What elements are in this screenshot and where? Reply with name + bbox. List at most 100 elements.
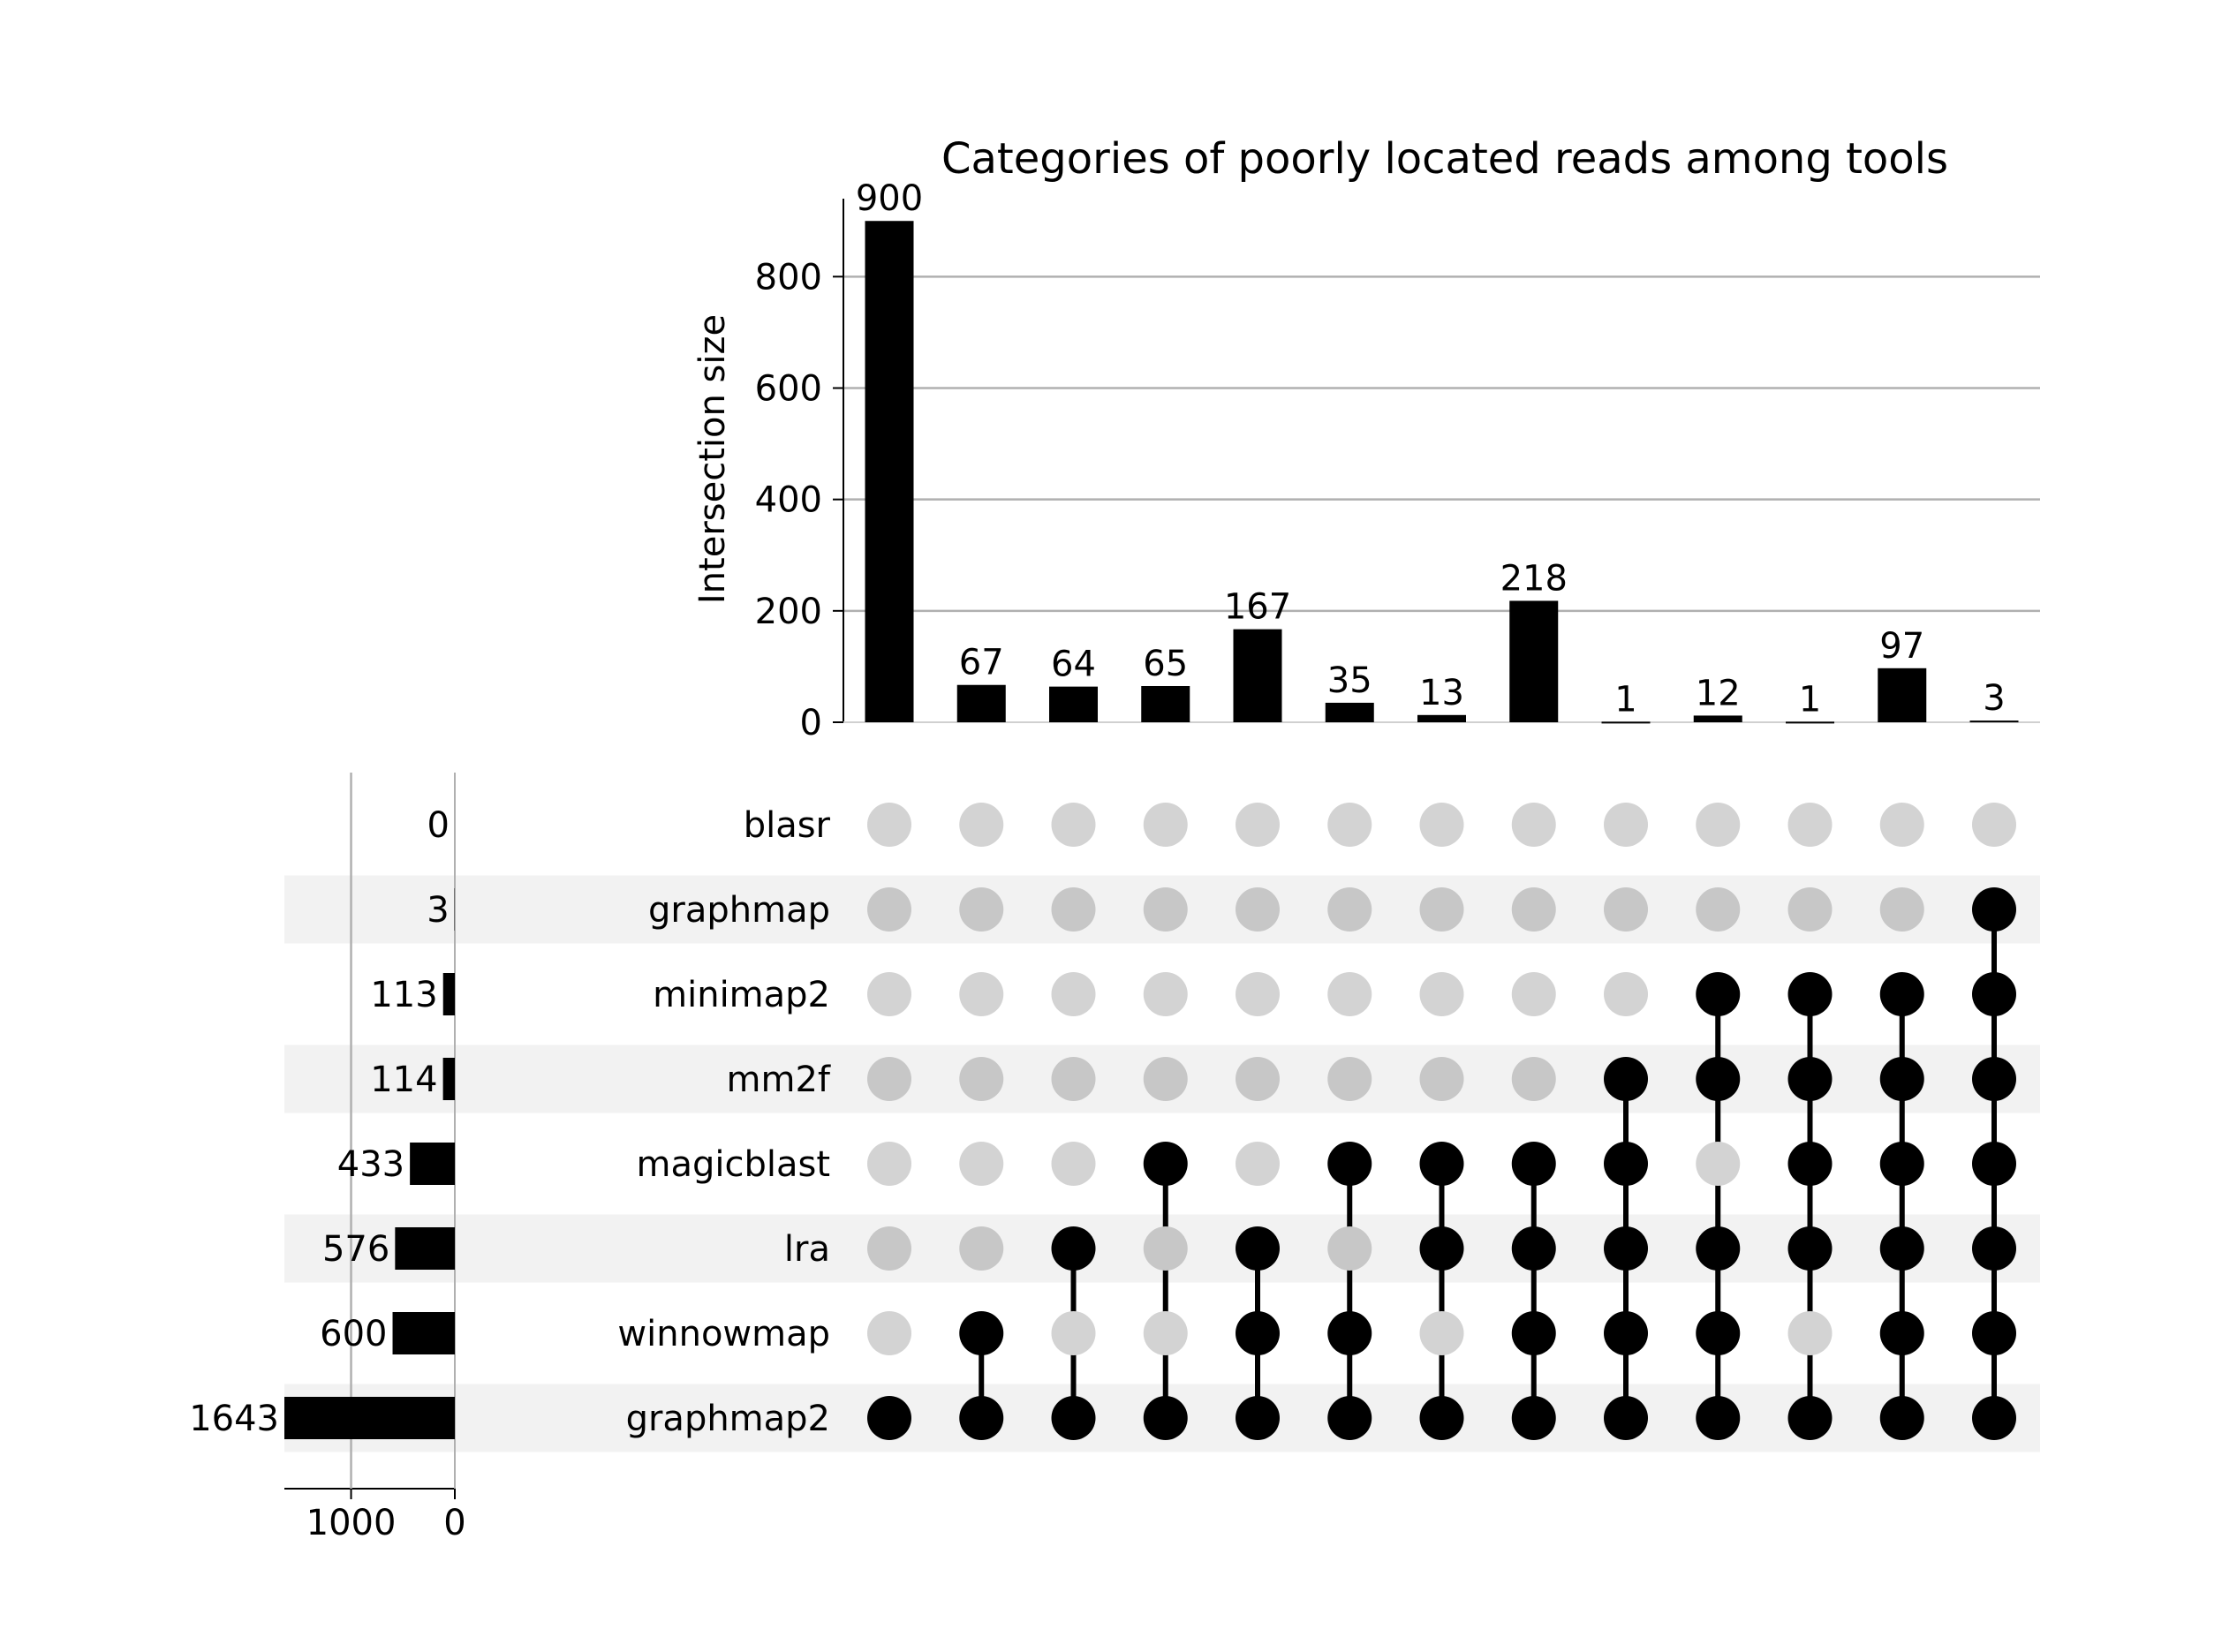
set-size-label-blasr: 0 <box>427 805 450 846</box>
set-size-bar-winnowmap <box>393 1312 455 1354</box>
matrix-dot-12-winnowmap <box>1880 1311 1924 1355</box>
set-label-graphmap2: graphmap2 <box>626 1399 830 1439</box>
matrix-dot-12-graphmap2 <box>1880 1396 1924 1440</box>
matrix-dot-8-mm2f <box>1512 1057 1556 1101</box>
matrix-dot-9-minimap2 <box>1604 972 1648 1016</box>
intersection-bar-label-5: 167 <box>1224 587 1291 628</box>
matrix-dot-12-lra <box>1880 1226 1924 1271</box>
matrix-dot-6-winnowmap <box>1327 1311 1372 1355</box>
matrix-dot-3-graphmap2 <box>1052 1396 1096 1440</box>
matrix-dot-9-blasr <box>1604 803 1648 847</box>
matrix-dot-7-winnowmap <box>1420 1311 1464 1355</box>
matrix-dot-9-lra <box>1604 1226 1648 1271</box>
matrix-dot-11-graphmap2 <box>1788 1396 1833 1440</box>
matrix-dot-10-minimap2 <box>1696 972 1740 1016</box>
y-tick-label-400: 400 <box>755 480 822 521</box>
intersection-bar-10 <box>1694 715 1742 722</box>
matrix-dot-1-magicblast <box>867 1142 911 1186</box>
intersection-bars <box>865 221 2019 723</box>
matrix-dot-10-magicblast <box>1696 1142 1740 1186</box>
set-size-label-magicblast: 433 <box>337 1144 404 1185</box>
matrix-dot-6-mm2f <box>1327 1057 1372 1101</box>
set-label-magicblast: magicblast <box>636 1144 830 1185</box>
matrix-dot-2-mm2f <box>959 1057 1003 1101</box>
set-size-label-lra: 576 <box>322 1229 389 1270</box>
set-label-blasr: blasr <box>744 805 831 846</box>
y-tick-label-0: 0 <box>800 703 822 743</box>
intersection-bar-label-3: 64 <box>1051 645 1096 685</box>
y-axis-label: Intersection size <box>692 314 733 604</box>
matrix-dot-10-graphmap2 <box>1696 1396 1740 1440</box>
matrix-dot-3-magicblast <box>1052 1142 1096 1186</box>
matrix-dot-4-blasr <box>1144 803 1188 847</box>
intersection-bar-11 <box>1786 721 1834 723</box>
set-size-bar-mm2f <box>443 1058 455 1100</box>
matrix-dot-6-graphmap <box>1327 887 1372 932</box>
matrix-dot-9-graphmap2 <box>1604 1396 1648 1440</box>
matrix-dot-4-lra <box>1144 1226 1188 1271</box>
matrix-dot-11-lra <box>1788 1226 1833 1271</box>
matrix-dot-13-graphmap <box>1972 887 2016 932</box>
matrix-dot-12-minimap2 <box>1880 972 1924 1016</box>
set-labels: blasrgraphmapminimap2mm2fmagicblastlrawi… <box>617 805 831 1439</box>
intersection-bar-13 <box>1970 720 2019 722</box>
intersection-bar-label-6: 35 <box>1327 660 1372 701</box>
matrix-dot-2-magicblast <box>959 1142 1003 1186</box>
matrix-dot-7-minimap2 <box>1420 972 1464 1016</box>
matrix-dot-10-winnowmap <box>1696 1311 1740 1355</box>
matrix-dot-5-blasr <box>1236 803 1280 847</box>
set-size-tick-label-1000: 1000 <box>306 1503 397 1543</box>
matrix-dot-6-minimap2 <box>1327 972 1372 1016</box>
matrix-dot-1-blasr <box>867 803 911 847</box>
intersection-bar-8 <box>1509 600 1558 722</box>
matrix-dot-4-graphmap <box>1144 887 1188 932</box>
matrix-dot-1-minimap2 <box>867 972 911 1016</box>
matrix-dot-9-graphmap <box>1604 887 1648 932</box>
matrix-connector-lines <box>981 909 1994 1418</box>
matrix-dot-2-blasr <box>959 803 1003 847</box>
matrix-dot-5-graphmap <box>1236 887 1280 932</box>
intersection-bar-label-2: 67 <box>959 643 1004 683</box>
set-label-graphmap: graphmap <box>648 890 830 931</box>
matrix-dot-1-graphmap <box>867 887 911 932</box>
matrix-dot-2-graphmap <box>959 887 1003 932</box>
y-tick-label-200: 200 <box>755 592 822 632</box>
matrix-dot-4-graphmap2 <box>1144 1396 1188 1440</box>
matrix-dot-3-lra <box>1052 1226 1096 1271</box>
intersection-bar-12 <box>1878 668 1926 722</box>
matrix-dot-13-mm2f <box>1972 1057 2016 1101</box>
matrix-dot-6-lra <box>1327 1226 1372 1271</box>
set-size-label-minimap2: 113 <box>370 975 437 1015</box>
matrix-dot-8-graphmap2 <box>1512 1396 1556 1440</box>
matrix-dot-4-mm2f <box>1144 1057 1188 1101</box>
intersection-bar-label-11: 1 <box>1799 679 1821 720</box>
set-size-bar-lra <box>395 1227 455 1270</box>
matrix-dot-6-magicblast <box>1327 1142 1372 1186</box>
set-label-lra: lra <box>784 1229 830 1270</box>
matrix-dot-13-magicblast <box>1972 1142 2016 1186</box>
matrix-dot-2-graphmap2 <box>959 1396 1003 1440</box>
intersection-bar-3 <box>1049 687 1098 722</box>
matrix-dot-7-magicblast <box>1420 1142 1464 1186</box>
intersection-bar-label-13: 3 <box>1983 678 2005 719</box>
gridlines <box>843 276 2040 611</box>
intersection-bar-6 <box>1326 703 1374 722</box>
matrix-dot-2-winnowmap <box>959 1311 1003 1355</box>
intersection-bar-label-10: 12 <box>1696 673 1741 713</box>
intersection-bar-1 <box>865 221 914 722</box>
matrix-dot-11-winnowmap <box>1788 1311 1833 1355</box>
set-size-label-graphmap2: 1643 <box>189 1399 279 1439</box>
matrix-dot-12-magicblast <box>1880 1142 1924 1186</box>
intersection-bar-label-9: 1 <box>1614 679 1636 720</box>
matrix-dot-12-mm2f <box>1880 1057 1924 1101</box>
matrix-dot-3-graphmap <box>1052 887 1096 932</box>
set-size-label-winnowmap: 600 <box>320 1314 387 1354</box>
matrix-dot-3-mm2f <box>1052 1057 1096 1101</box>
matrix-dot-11-magicblast <box>1788 1142 1833 1186</box>
matrix-dot-13-minimap2 <box>1972 972 2016 1016</box>
matrix-dot-1-mm2f <box>867 1057 911 1101</box>
matrix-dot-8-magicblast <box>1512 1142 1556 1186</box>
matrix-dot-1-lra <box>867 1226 911 1271</box>
